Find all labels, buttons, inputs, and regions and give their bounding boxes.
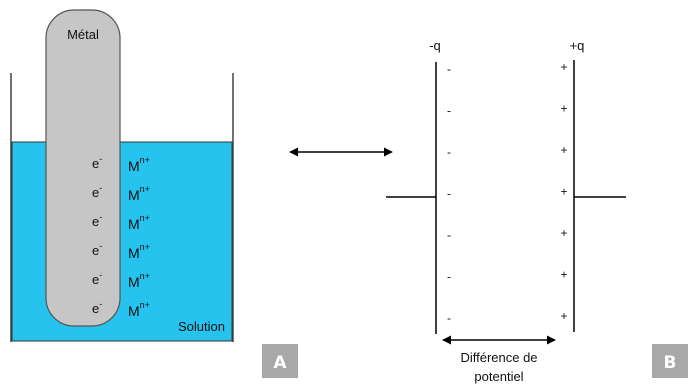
solution-label: Solution: [178, 319, 225, 334]
electron-label: e-: [92, 270, 102, 287]
electron-label: e-: [92, 154, 102, 171]
plus-sign: +: [560, 309, 567, 323]
ion-label: Mn+: [128, 213, 150, 232]
potential-label-line2: potentiel: [474, 369, 523, 384]
panel-a: Métal Solution e- Mn+ e- Mn+ e- Mn+ e- Mn+ e- Mn+…: [10, 9, 234, 342]
charge-pairs: e- Mn+ e- Mn+ e- Mn+ e- Mn+ e- Mn+ e- Mn+: [92, 154, 150, 319]
minus-sign: -: [447, 145, 451, 159]
minus-sign: -: [447, 62, 451, 76]
plus-sign: +: [560, 185, 567, 199]
charge-pair: e- Mn+: [92, 270, 150, 290]
minus-sign: -: [447, 187, 451, 201]
electron-label: e-: [92, 183, 102, 200]
plus-sign: +: [560, 143, 567, 157]
left-plate-label: -q: [429, 38, 441, 53]
ion-label: Mn+: [128, 184, 150, 203]
ion-label: Mn+: [128, 271, 150, 290]
charge-pair: e- Mn+: [92, 183, 150, 203]
ion-label: Mn+: [128, 300, 150, 319]
metal-label: Métal: [67, 27, 99, 42]
ion-label: Mn+: [128, 242, 150, 261]
minus-sign: -: [447, 311, 451, 325]
right-plate-label: +q: [570, 38, 585, 53]
minus-sign: -: [447, 104, 451, 118]
panel-b: -q +q - - - - - - - + + + + + + + Différence de pote…: [386, 38, 626, 384]
charge-pair: e- Mn+: [92, 212, 150, 232]
potential-label-line1: Différence de: [460, 350, 537, 365]
plus-sign: +: [560, 60, 567, 74]
electron-label: e-: [92, 299, 102, 316]
charge-pair: e- Mn+: [92, 154, 150, 174]
solution-fill: [11, 141, 233, 342]
svg-text:B: B: [664, 353, 677, 373]
charge-pair: e- Mn+: [92, 299, 150, 319]
minus-sign: -: [447, 228, 451, 242]
electron-label: e-: [92, 212, 102, 229]
badge-a: A: [262, 344, 298, 378]
ion-label: Mn+: [128, 155, 150, 174]
svg-text:A: A: [273, 353, 287, 373]
right-plate-signs: + + + + + + +: [560, 60, 567, 323]
electron-label: e-: [92, 241, 102, 258]
plus-sign: +: [560, 268, 567, 282]
plus-sign: +: [560, 102, 567, 116]
charge-pair: e- Mn+: [92, 241, 150, 261]
plus-sign: +: [560, 226, 567, 240]
minus-sign: -: [447, 270, 451, 284]
metal-electrode: [45, 9, 121, 327]
badge-b: B: [652, 344, 688, 378]
left-plate-signs: - - - - - - -: [447, 62, 451, 325]
